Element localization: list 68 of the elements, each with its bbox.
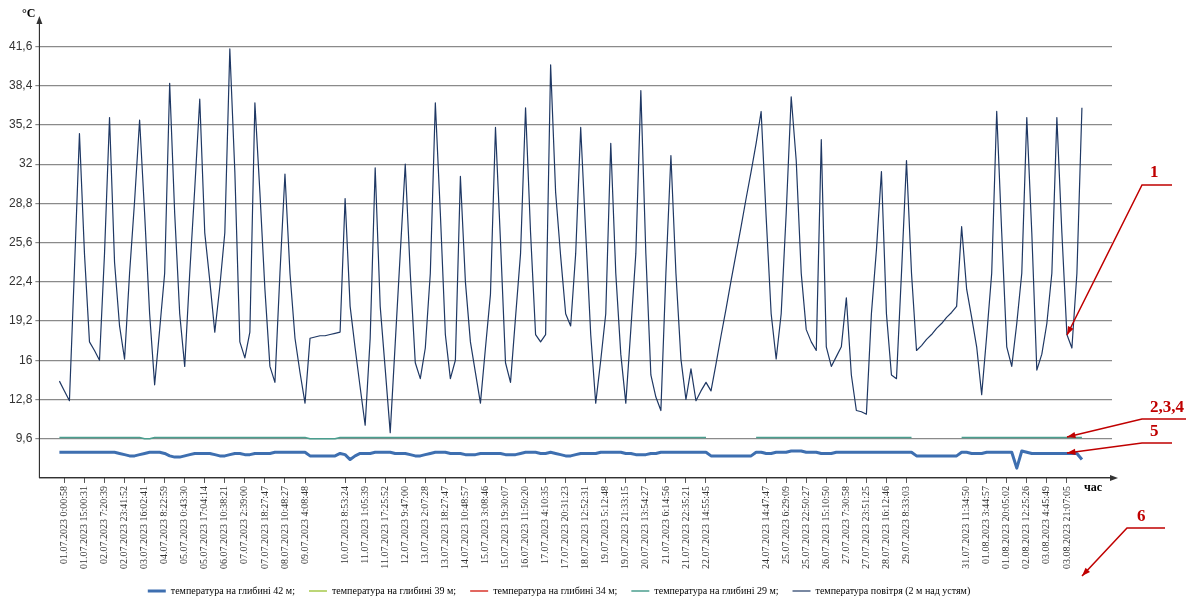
x-tick-label: 11.07.2023 17:25:52	[378, 485, 390, 569]
x-tick-label: 01.07.2023 15:00:31	[78, 485, 90, 570]
legend-label: температура на глибині 34 м;	[493, 584, 618, 596]
y-tick-label: 12,8	[9, 391, 33, 406]
x-tick-label: 19.07.2023 5:12:48	[599, 485, 611, 565]
y-tick-label: 19,2	[9, 313, 33, 328]
x-tick-label: 22.07.2023 14:55:45	[699, 485, 711, 570]
y-tick-label: 32	[19, 156, 33, 171]
x-tick-label: 26.07.2023 15:10:50	[819, 485, 831, 570]
x-tick-label: 08.07.2023 10:48:27	[278, 485, 290, 570]
y-tick-label: 28,8	[9, 195, 33, 210]
legend-label: температура на глибині 42 м;	[170, 584, 296, 596]
x-tick-label: 03.08.2023 4:45:49	[1040, 485, 1052, 565]
y-tick-label: 35,2	[9, 117, 33, 132]
annotation: 5	[1149, 421, 1159, 441]
x-tick-label: 03.08.2023 21:07:05	[1060, 485, 1072, 570]
x-tick-label: 27.07.2023 7:30:58	[839, 485, 851, 565]
x-tick-label: 28.07.2023 16:12:46	[880, 485, 892, 570]
x-tick-label: 02.07.2023 23:41:52	[118, 485, 130, 570]
x-tick-label: 02.08.2023 12:25:26	[1020, 485, 1032, 570]
x-tick-label: 21.07.2023 22:35:21	[679, 485, 691, 570]
x-tick-label: 03.07.2023 16:02:41	[138, 485, 150, 570]
y-tick-label: 22,4	[9, 274, 33, 289]
x-tick-label: 15.07.2023 3:08:46	[479, 485, 491, 565]
x-tick-label: 29.07.2023 8:33:03	[900, 485, 912, 565]
annotation: 2,3,4	[1149, 397, 1185, 417]
x-tick-label: 09.07.2023 4:08:48	[298, 485, 310, 565]
legend-label: температура на глибині 39 м;	[331, 584, 457, 596]
text: 6	[1137, 505, 1146, 525]
x-tick-label: 14.07.2023 10:48:57	[459, 485, 471, 570]
x-tick-label: 07.07.2023 2:39:00	[238, 485, 250, 565]
x-tick-label: 01.08.2023 20:05:02	[1000, 485, 1012, 570]
x-tick-label: 27.07.2023 23:51:25	[860, 485, 872, 570]
x-tick-label: 19.07.2023 21:33:15	[619, 485, 631, 570]
x-tick-label: 06.07.2023 10:38:21	[218, 485, 230, 570]
x-tick-label: 31.07.2023 11:34:50	[960, 485, 972, 569]
x-tick-label: 17.07.2023 20:31:23	[559, 485, 571, 570]
x-tick-label: 18.07.2023 12:52:31	[579, 485, 591, 570]
x-tick-label: 05.07.2023 17:04:14	[198, 485, 210, 570]
x-tick-label: 10.07.2023 8:53:24	[338, 485, 350, 565]
x-axis-title: час	[1084, 480, 1103, 495]
y-tick-label: 9,6	[15, 431, 33, 446]
y-tick-label: 41,6	[9, 38, 33, 53]
y-tick-label: 38,4	[9, 78, 33, 93]
x-tick-label: 07.07.2023 18:27:47	[258, 485, 270, 570]
x-tick-label: 24.07.2023 14:47:47	[759, 485, 771, 570]
x-tick-label: 11.07.2023 1:05:39	[358, 485, 370, 564]
x-tick-label: 17.07.2023 4:10:35	[539, 485, 551, 565]
y-axis-title: °C	[21, 6, 36, 21]
legend-label: температура на глибині 29 м;	[654, 584, 779, 596]
legend-label: температура повітря (2 м над устям)	[815, 584, 971, 597]
x-tick-label: 21.07.2023 6:14:56	[659, 485, 671, 565]
x-tick-label: 13.07.2023 2:07:28	[418, 485, 430, 565]
x-tick-label: 15.07.2023 19:30:07	[499, 485, 511, 570]
x-tick-label: 25.07.2023 6:29:09	[779, 485, 791, 565]
x-tick-label: 01.08.2023 3:44:57	[980, 485, 992, 565]
annotation: 1	[1149, 162, 1159, 182]
x-tick-label: 01.07.2023 0:00:58	[58, 485, 70, 565]
x-tick-label: 13.07.2023 18:27:47	[438, 485, 450, 570]
x-tick-label: 02.07.2023 7:20:39	[98, 485, 110, 565]
x-tick-label: 25.07.2023 22:50:27	[799, 485, 811, 570]
x-tick-label: 05.07.2023 0:43:30	[178, 485, 190, 565]
y-tick-label: 25,6	[9, 234, 33, 249]
x-tick-label: 16.07.2023 11:50:20	[519, 485, 531, 569]
x-tick-label: 04.07.2023 8:22:59	[158, 485, 170, 565]
x-tick-label: 12.07.2023 9:47:00	[398, 485, 410, 565]
x-tick-label: 20.07.2023 13:54:27	[639, 485, 651, 570]
y-tick-label: 16	[19, 352, 33, 367]
